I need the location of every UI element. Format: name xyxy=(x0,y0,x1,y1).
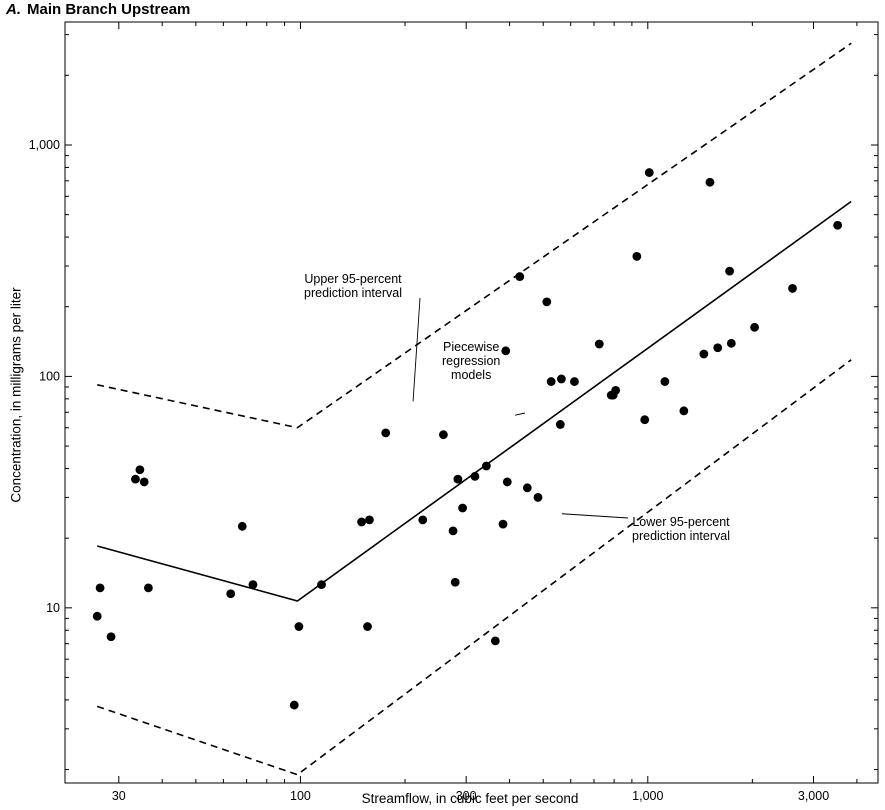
lower-interval-leader xyxy=(561,513,629,519)
lower-prediction-interval xyxy=(96,359,852,776)
data-point xyxy=(143,583,153,593)
x-tick-label: 1,000 xyxy=(632,789,663,803)
data-point xyxy=(317,580,326,589)
annotation-line: Piecewise xyxy=(443,340,500,354)
data-point xyxy=(725,266,734,276)
data-point xyxy=(788,284,797,293)
annotation-line: Lower 95-percent xyxy=(632,515,730,529)
axis-ticks: 30 100 300 1,000 3,000 10 100 1,000 xyxy=(29,22,878,803)
data-point xyxy=(363,622,372,631)
data-point xyxy=(135,465,145,475)
data-point xyxy=(294,622,304,631)
data-point xyxy=(490,636,500,646)
data-point xyxy=(365,515,374,525)
data-point xyxy=(92,611,102,621)
data-point xyxy=(481,461,491,471)
data-point xyxy=(644,168,654,177)
data-point xyxy=(106,632,116,642)
data-point xyxy=(458,503,468,513)
data-point xyxy=(713,343,723,353)
data-point xyxy=(439,430,448,440)
data-point xyxy=(556,374,566,384)
data-point xyxy=(498,519,508,529)
data-point xyxy=(750,322,759,332)
data-point xyxy=(660,377,670,386)
data-point xyxy=(237,521,247,531)
data-point xyxy=(611,386,621,395)
data-point xyxy=(570,377,579,386)
y-tick-label: 10 xyxy=(46,601,60,615)
annotation-line: prediction interval xyxy=(304,286,402,300)
data-point xyxy=(226,589,236,599)
data-point xyxy=(470,471,480,481)
data-point xyxy=(542,297,552,307)
data-point xyxy=(546,377,556,386)
annotation-regression-models: Piecewise regression models xyxy=(442,340,500,382)
annotation-line: prediction interval xyxy=(632,529,730,543)
x-tick-label: 30 xyxy=(112,789,126,803)
y-axis-label: Concentration, in milligrams per liter xyxy=(8,287,24,503)
data-point xyxy=(640,415,650,425)
data-point xyxy=(357,517,366,527)
data-point xyxy=(679,406,689,416)
data-point xyxy=(522,483,532,493)
data-point xyxy=(705,177,715,187)
x-axis-label: Streamflow, in cubic feet per second xyxy=(361,791,579,806)
regression-lines xyxy=(96,42,852,776)
x-tick-label: 3,000 xyxy=(798,789,829,803)
data-point xyxy=(418,515,428,525)
panel-letter: A. xyxy=(6,1,21,18)
data-point xyxy=(453,474,463,484)
panel-title: A. Main Branch Upstream xyxy=(6,1,190,18)
annotation-line: Upper 95-percent xyxy=(304,272,402,286)
y-tick-label: 1,000 xyxy=(29,138,60,152)
annotation-line: models xyxy=(451,368,492,382)
data-point xyxy=(833,220,843,230)
x-tick-label: 100 xyxy=(290,789,311,803)
annotation-upper-interval: Upper 95-percent prediction interval xyxy=(304,272,402,300)
data-point xyxy=(381,428,391,438)
annotation-lower-interval: Lower 95-percent prediction interval xyxy=(632,515,730,543)
data-point xyxy=(450,577,460,587)
data-point xyxy=(139,477,149,487)
annotation-line: regression xyxy=(442,354,501,368)
regression-leader xyxy=(515,412,526,416)
data-point xyxy=(501,346,511,356)
y-tick-label: 100 xyxy=(39,369,60,383)
data-point xyxy=(502,477,512,487)
upper-interval-leader xyxy=(412,297,421,402)
data-point xyxy=(95,583,105,593)
upper-prediction-interval xyxy=(97,42,852,429)
data-point xyxy=(515,272,525,281)
data-point xyxy=(131,474,140,484)
data-point xyxy=(555,420,565,429)
regression-line xyxy=(96,200,852,602)
panel-title-text: Main Branch Upstream xyxy=(27,1,191,18)
data-point xyxy=(248,580,258,589)
data-point xyxy=(594,339,604,349)
data-points xyxy=(92,168,843,710)
data-point xyxy=(632,252,642,261)
plot-frame xyxy=(64,21,879,784)
data-point xyxy=(726,338,736,348)
annotation-leaders xyxy=(412,297,629,519)
data-point xyxy=(448,526,458,536)
data-point xyxy=(699,349,709,359)
x-tick-label: 300 xyxy=(456,789,477,803)
data-point xyxy=(533,493,543,502)
data-point xyxy=(289,700,299,710)
